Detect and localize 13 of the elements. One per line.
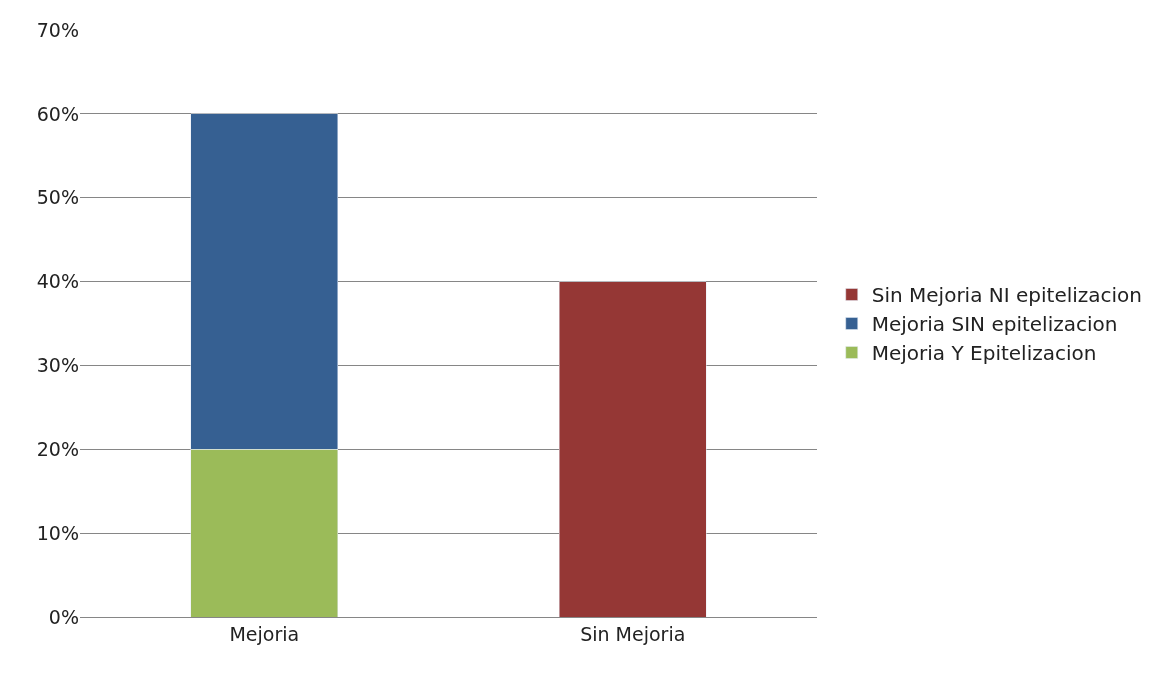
y-tick-label: 50% [36, 186, 79, 209]
y-tick-label: 20% [36, 437, 79, 460]
y-tick-label: 70% [36, 18, 79, 41]
x-tick-label: Mejoria [229, 622, 300, 645]
y-tick-label: 0% [48, 605, 79, 628]
legend-label: Mejoria SIN epitelizacion [871, 312, 1118, 337]
y-tick-label: 60% [36, 102, 79, 125]
y-tick-label: 40% [36, 270, 79, 293]
y-tick-label: 10% [36, 521, 79, 544]
x-tick-label: Sin Mejoria [580, 622, 686, 645]
legend-label: Sin Mejoria NI epitelizacion [871, 283, 1143, 308]
legend-label: Mejoria Y Epitelizacion [871, 341, 1097, 366]
y-tick-label: 30% [36, 354, 79, 377]
